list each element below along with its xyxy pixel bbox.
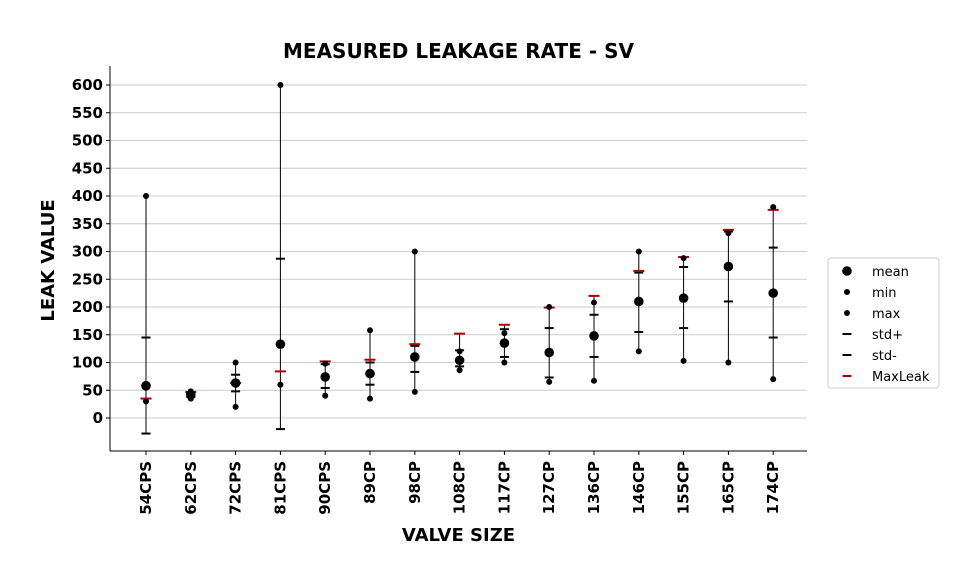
- legend-label: max: [872, 307, 901, 322]
- mean-point: [230, 378, 241, 388]
- min-point: [232, 403, 239, 410]
- legend-marker-max: [844, 310, 850, 316]
- min-point: [546, 378, 553, 385]
- y-tick-label: 200: [72, 298, 103, 316]
- mean-point: [365, 368, 375, 379]
- x-tick-label: 90CPS: [316, 461, 334, 515]
- max-point: [591, 299, 597, 306]
- y-tick-label: 550: [72, 104, 103, 122]
- min-point: [143, 398, 149, 405]
- min-point: [277, 381, 284, 388]
- min-point: [367, 395, 373, 402]
- max-point: [277, 82, 284, 88]
- x-tick-label: 62CPS: [182, 461, 200, 515]
- x-axis-label: VALVE SIZE: [402, 525, 515, 546]
- legend-label: MaxLeak: [872, 370, 930, 385]
- x-tick-label: 165CP: [719, 461, 737, 514]
- mean-point: [186, 389, 196, 400]
- max-point: [367, 327, 373, 334]
- legend-box: [827, 257, 940, 389]
- max-point: [680, 255, 687, 262]
- max-point: [546, 304, 553, 310]
- y-tick-label: 100: [72, 354, 103, 372]
- x-tick-label: 117CP: [495, 461, 513, 514]
- mean-point: [589, 331, 599, 341]
- min-point: [322, 392, 329, 399]
- min-point: [411, 388, 418, 395]
- x-tick-label: 98CP: [406, 461, 424, 504]
- legend-label: std-: [872, 349, 897, 364]
- min-point: [680, 357, 687, 364]
- y-axis-label: LEAK VALUE: [38, 199, 59, 321]
- x-tick-label: 174CP: [764, 461, 782, 514]
- legend-marker-mean: [842, 266, 852, 276]
- max-point: [322, 360, 329, 367]
- x-tick-label: 81CPS: [271, 461, 289, 515]
- max-point: [635, 248, 642, 255]
- min-point: [635, 348, 642, 355]
- x-tick-label: 72CPS: [227, 461, 245, 515]
- x-tick-label: 146CP: [630, 461, 648, 514]
- legend-label: mean: [872, 265, 909, 280]
- min-point: [770, 376, 777, 383]
- min-point: [501, 359, 508, 366]
- max-point: [770, 204, 777, 211]
- mean-point: [454, 355, 465, 366]
- y-tick-label: 600: [72, 76, 103, 94]
- x-tick-label: 89CP: [361, 461, 379, 504]
- mean-point: [678, 293, 689, 303]
- mean-point: [320, 372, 331, 382]
- y-tick-label: 250: [72, 270, 103, 288]
- y-tick-label: 350: [72, 215, 103, 233]
- max-point: [725, 230, 732, 237]
- mean-point: [544, 347, 554, 358]
- min-point: [456, 367, 463, 374]
- mean-point: [141, 381, 151, 391]
- max-point: [143, 193, 149, 199]
- max-point: [456, 348, 463, 355]
- max-point: [501, 330, 508, 337]
- min-point: [725, 359, 732, 366]
- mean-point: [634, 296, 644, 307]
- chart-title: MEASURED LEAKAGE RATE - SV: [283, 39, 634, 63]
- y-tick-label: 50: [82, 381, 103, 399]
- x-tick-label: 54CPS: [137, 461, 155, 515]
- legend-label: min: [872, 286, 897, 301]
- axes: [109, 66, 807, 452]
- x-tick-label: 108CP: [451, 461, 469, 514]
- legend: mean min max std+ std- MaxLeak: [827, 257, 940, 389]
- mean-point: [275, 339, 286, 349]
- y-tick-label: 400: [72, 187, 103, 205]
- legend-marker-min: [844, 289, 850, 295]
- y-tick-label: 0: [93, 409, 103, 427]
- x-tick-label: 155CP: [675, 461, 693, 514]
- y-tick-label: 500: [72, 132, 103, 150]
- min-point: [591, 377, 597, 384]
- x-tick-label: 136CP: [585, 461, 603, 514]
- y-tick-label: 450: [72, 159, 103, 177]
- mean-point: [410, 352, 420, 362]
- grid: [110, 84, 807, 419]
- y-ticks: 0 50 100 150 200 250 300 350 400 450 500 550 600: [72, 76, 110, 427]
- mean-point: [499, 338, 510, 348]
- x-ticks: 54CPS 62CPS 72CPS 81CPS 90CPS 89CP 98CP 108CP 11…: [137, 451, 782, 515]
- y-tick-label: 300: [72, 243, 103, 261]
- legend-label: std+: [872, 328, 903, 343]
- mean-point: [768, 288, 778, 298]
- marks: [140, 82, 779, 435]
- x-tick-label: 127CP: [540, 461, 558, 514]
- mean-point: [723, 261, 734, 272]
- max-point: [232, 359, 239, 366]
- max-point: [411, 248, 418, 255]
- y-tick-label: 150: [72, 326, 103, 344]
